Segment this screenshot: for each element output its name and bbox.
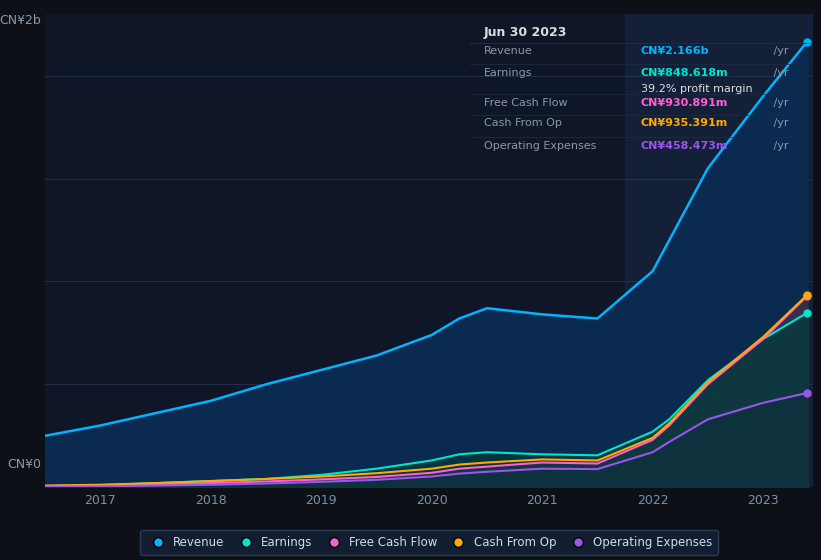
Text: CN¥2.166b: CN¥2.166b xyxy=(641,46,709,57)
Text: CN¥930.891m: CN¥930.891m xyxy=(641,97,728,108)
Text: Cash From Op: Cash From Op xyxy=(484,119,562,128)
Text: /yr: /yr xyxy=(770,119,789,128)
Text: CN¥848.618m: CN¥848.618m xyxy=(641,68,728,78)
Text: Revenue: Revenue xyxy=(484,46,533,57)
Text: Earnings: Earnings xyxy=(484,68,533,78)
Bar xyxy=(625,14,813,487)
Legend: Revenue, Earnings, Free Cash Flow, Cash From Op, Operating Expenses: Revenue, Earnings, Free Cash Flow, Cash … xyxy=(140,530,718,554)
Text: /yr: /yr xyxy=(770,46,789,57)
Text: Jun 30 2023: Jun 30 2023 xyxy=(484,26,567,39)
Text: Free Cash Flow: Free Cash Flow xyxy=(484,97,567,108)
Text: CN¥0: CN¥0 xyxy=(7,458,41,470)
Text: /yr: /yr xyxy=(770,68,789,78)
Text: CN¥2b: CN¥2b xyxy=(0,14,41,27)
Text: /yr: /yr xyxy=(770,97,789,108)
Text: /yr: /yr xyxy=(770,141,789,151)
Text: Operating Expenses: Operating Expenses xyxy=(484,141,596,151)
Text: 39.2% profit margin: 39.2% profit margin xyxy=(641,85,752,94)
Text: CN¥458.473m: CN¥458.473m xyxy=(641,141,728,151)
Text: CN¥935.391m: CN¥935.391m xyxy=(641,119,728,128)
